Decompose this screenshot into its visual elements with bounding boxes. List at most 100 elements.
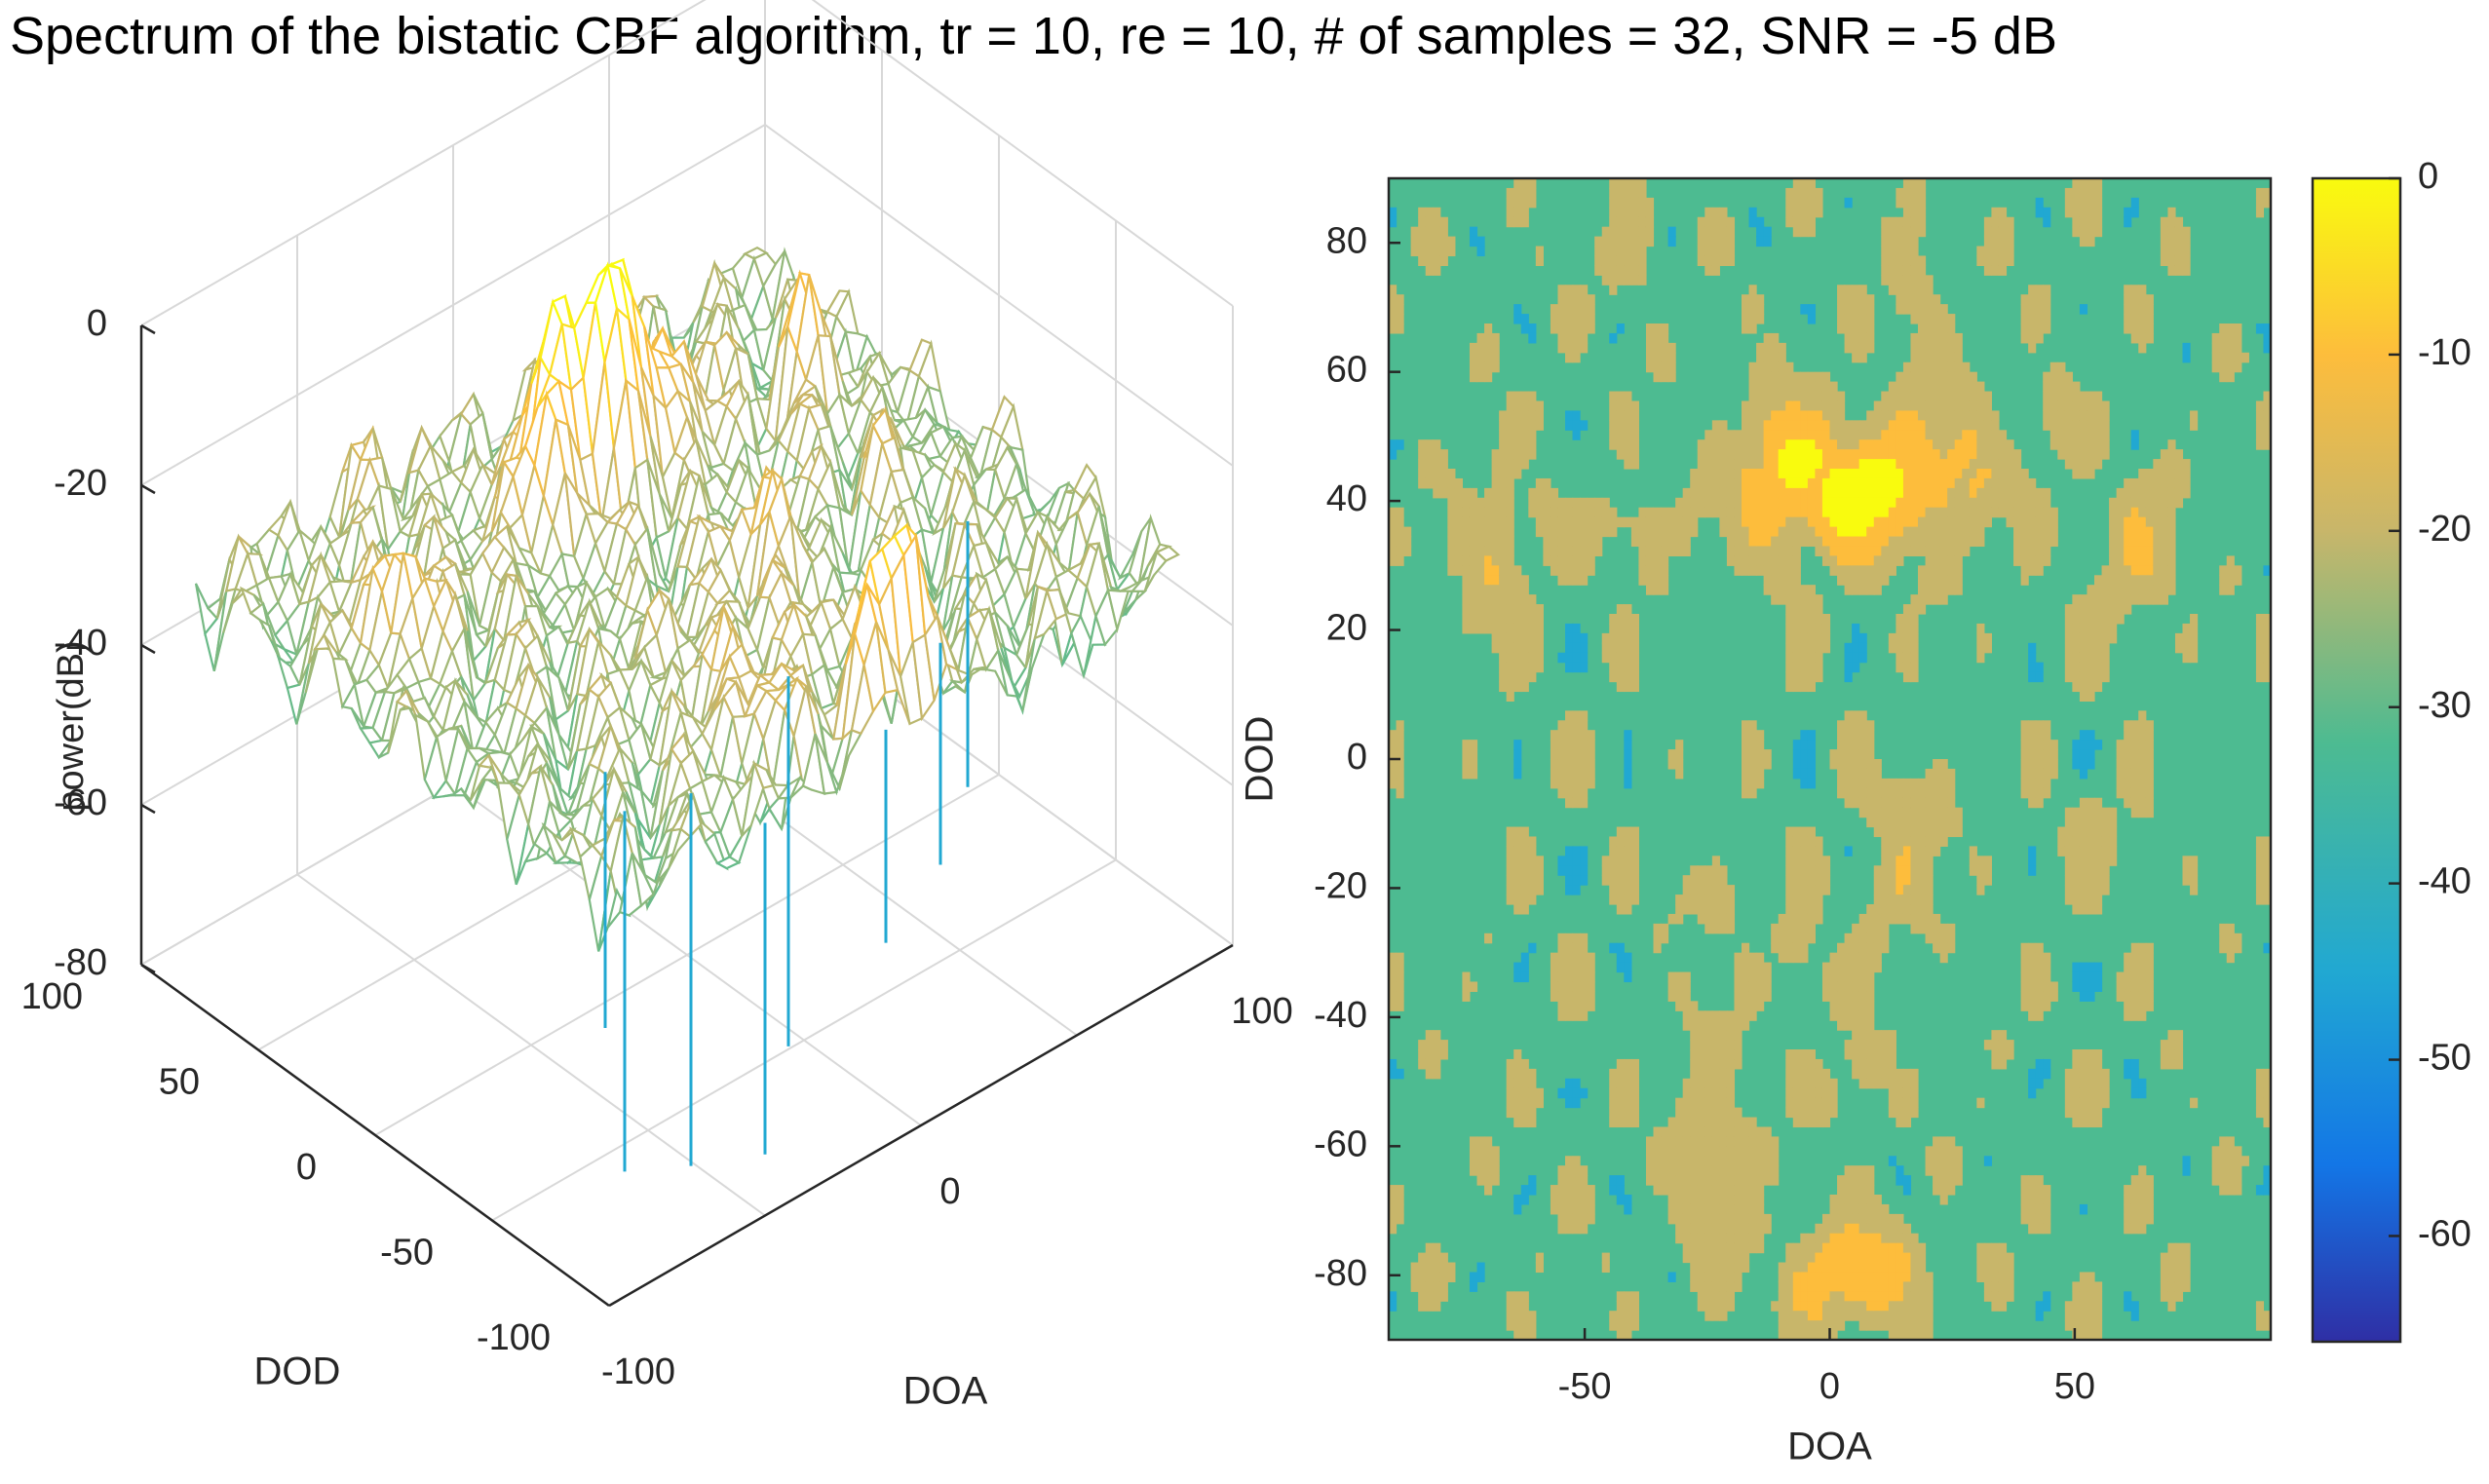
contour-cell	[1785, 885, 1794, 895]
contour-cell	[1520, 187, 1529, 199]
dod-tick-label: 50	[159, 1062, 200, 1103]
contour-cell	[1624, 459, 1632, 470]
contour-cell	[1844, 555, 1853, 566]
contour-cell	[1697, 216, 1705, 228]
contour-cell	[1726, 477, 1736, 489]
contour-cell	[1535, 477, 1544, 489]
contour-cell	[1821, 1233, 1831, 1244]
contour-cell	[1742, 536, 1750, 548]
contour-cell	[1785, 865, 1794, 876]
contour-cell	[1638, 236, 1647, 247]
contour-cell	[1704, 1175, 1713, 1186]
contour-cell	[1852, 1203, 1860, 1215]
contour-cell	[1844, 710, 1853, 721]
contour-cell	[1785, 536, 1794, 548]
contour-cell	[1858, 585, 1867, 595]
contour-cell	[1469, 497, 1478, 509]
contour-cell	[1645, 1146, 1655, 1157]
contour-cell	[1484, 361, 1493, 373]
contour-cell	[1520, 216, 1529, 228]
contour-cell	[1690, 894, 1699, 905]
contour-cell	[1535, 856, 1544, 866]
contour-cell	[1616, 865, 1625, 876]
contour-cell	[1520, 836, 1529, 847]
contour-cell	[1653, 585, 1662, 595]
contour-cell	[1550, 536, 1559, 548]
contour-cell	[1667, 1117, 1676, 1128]
contour-cell	[1756, 1175, 1765, 1186]
contour-cell	[1484, 546, 1493, 556]
contour-cell	[1873, 516, 1882, 528]
contour-cell	[1858, 652, 1867, 664]
contour-cell	[1756, 449, 1765, 460]
contour-cell	[1565, 642, 1574, 654]
contour-cell	[1661, 536, 1669, 548]
contour-cell	[1697, 469, 1705, 479]
contour-cell	[1425, 216, 1434, 228]
contour-cell	[1844, 730, 1853, 741]
contour-cell	[1748, 1195, 1757, 1205]
contour-cell	[1690, 1078, 1699, 1089]
contour-cell	[1396, 304, 1404, 315]
contour-cell	[1726, 469, 1736, 479]
contour-cell	[1418, 1301, 1427, 1312]
contour-cell	[1513, 439, 1522, 450]
contour-cell	[1719, 430, 1728, 440]
contour-cell	[1425, 477, 1434, 489]
contour-cell	[1763, 477, 1772, 489]
contour-cell	[1837, 459, 1846, 470]
contour-cell	[1873, 1320, 1882, 1331]
contour-cell	[1609, 1175, 1618, 1186]
contour-cell	[1873, 787, 1882, 799]
contour-cell	[1418, 226, 1427, 238]
contour-cell	[1785, 410, 1794, 421]
contour-cell	[1433, 477, 1441, 489]
contour-cell	[1418, 459, 1427, 470]
contour-cell	[1837, 1203, 1846, 1215]
contour-cell	[1852, 1185, 1860, 1196]
contour-cell	[1653, 352, 1662, 363]
contour-cell	[1645, 226, 1655, 238]
contour-cell	[1726, 885, 1736, 895]
contour-cell	[1785, 546, 1794, 556]
contour-cell	[1763, 420, 1772, 431]
contour-cell	[1821, 971, 1831, 983]
contour-cell	[1572, 875, 1581, 886]
contour-cell	[1513, 826, 1522, 838]
contour-cell	[1778, 585, 1786, 595]
contour-cell	[1873, 759, 1882, 770]
contour-cell	[1491, 594, 1500, 605]
contour-cell	[1734, 439, 1742, 450]
contour-cell	[1638, 216, 1647, 228]
contour-cell	[1682, 1126, 1691, 1137]
contour-cell	[1630, 856, 1640, 866]
contour-cell	[1748, 1242, 1757, 1254]
contour-cell	[1844, 1281, 1853, 1292]
contour-cell	[1815, 1233, 1823, 1244]
contour-cell	[1852, 1175, 1860, 1186]
contour-cell	[1792, 526, 1801, 538]
contour-cell	[1763, 400, 1772, 411]
contour-cell	[1630, 894, 1640, 905]
contour-cell	[1858, 546, 1867, 556]
contour-cell	[1873, 526, 1882, 538]
contour-cell	[1675, 971, 1684, 983]
contour-cell	[1506, 1078, 1514, 1089]
contour-cell	[1748, 361, 1757, 373]
contour-cell	[1763, 410, 1772, 421]
contour-cell	[1630, 246, 1640, 257]
contour-cell	[1858, 1252, 1867, 1264]
dod-tick-label: -50	[380, 1233, 434, 1274]
contour-cell	[1866, 575, 1875, 586]
contour-cell	[1704, 246, 1713, 257]
contour-cell	[1630, 662, 1640, 673]
contour-cell	[1778, 1320, 1786, 1331]
contour-cell	[1719, 207, 1728, 218]
contour-cell	[1653, 332, 1662, 344]
contour-cell	[1866, 469, 1875, 479]
contour-cell	[1792, 952, 1801, 964]
contour-cell	[1756, 226, 1765, 238]
contour-cell	[1771, 1156, 1780, 1166]
contour-cell	[1792, 197, 1801, 209]
contour-cell	[1682, 1252, 1691, 1264]
